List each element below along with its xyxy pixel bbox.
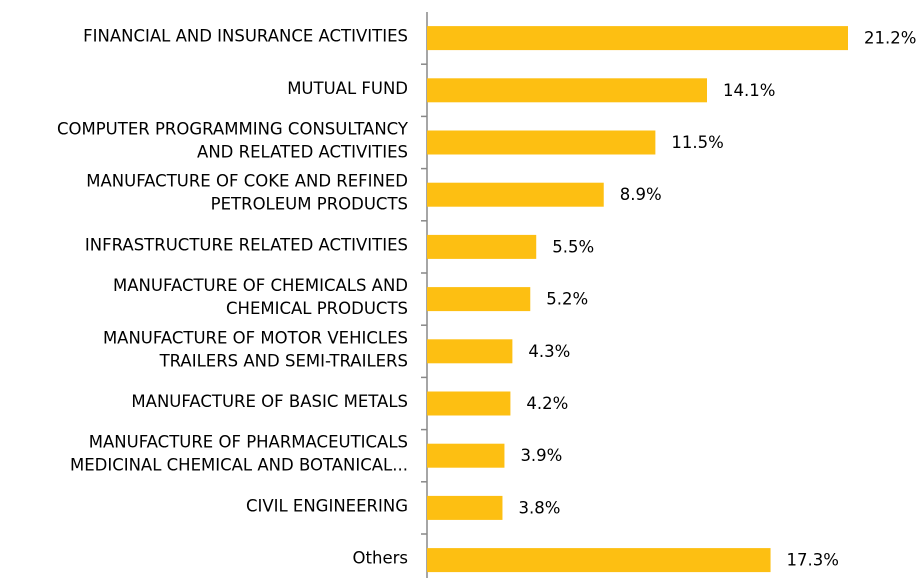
- value-label: 4.3%: [528, 342, 570, 361]
- bar: [427, 548, 771, 573]
- value-label: 3.8%: [518, 498, 560, 517]
- bar: [427, 130, 656, 155]
- category-label: PETROLEUM PRODUCTS: [211, 195, 408, 214]
- category-label: MUTUAL FUND: [287, 79, 408, 98]
- category-label: INFRASTRUCTURE RELATED ACTIVITIES: [85, 235, 408, 254]
- bar: [427, 391, 511, 416]
- bar: [427, 182, 604, 207]
- bar: [427, 495, 503, 520]
- value-label: 21.2%: [864, 29, 916, 48]
- category-label: MANUFACTURE OF COKE AND REFINED: [86, 172, 408, 191]
- bar: [427, 26, 848, 51]
- category-label: MEDICINAL CHEMICAL AND BOTANICAL...: [70, 456, 408, 475]
- category-label: CHEMICAL PRODUCTS: [226, 299, 408, 318]
- category-label: FINANCIAL AND INSURANCE ACTIVITIES: [83, 27, 408, 46]
- bar: [427, 339, 513, 364]
- category-label: AND RELATED ACTIVITIES: [197, 143, 408, 162]
- category-label: MANUFACTURE OF CHEMICALS AND: [113, 276, 408, 295]
- category-label: MANUFACTURE OF MOTOR VEHICLES: [103, 328, 408, 347]
- value-label: 4.2%: [526, 394, 568, 413]
- bar: [427, 443, 505, 468]
- bar: [427, 234, 537, 259]
- value-label: 11.5%: [671, 133, 723, 152]
- value-label: 5.5%: [552, 237, 594, 256]
- category-label: TRAILERS AND SEMI-TRAILERS: [159, 351, 408, 370]
- category-label: COMPUTER PROGRAMMING CONSULTANCY: [57, 120, 409, 139]
- category-label: Others: [353, 549, 408, 568]
- value-label: 14.1%: [723, 81, 775, 100]
- category-label: CIVIL ENGINEERING: [246, 496, 408, 515]
- category-label: MANUFACTURE OF BASIC METALS: [131, 392, 408, 411]
- bar: [427, 287, 531, 312]
- category-label: MANUFACTURE OF PHARMACEUTICALS: [89, 433, 408, 452]
- value-label: 8.9%: [620, 185, 662, 204]
- bar: [427, 78, 708, 103]
- value-label: 17.3%: [787, 551, 839, 570]
- value-label: 3.9%: [520, 446, 562, 465]
- value-label: 5.2%: [546, 290, 588, 309]
